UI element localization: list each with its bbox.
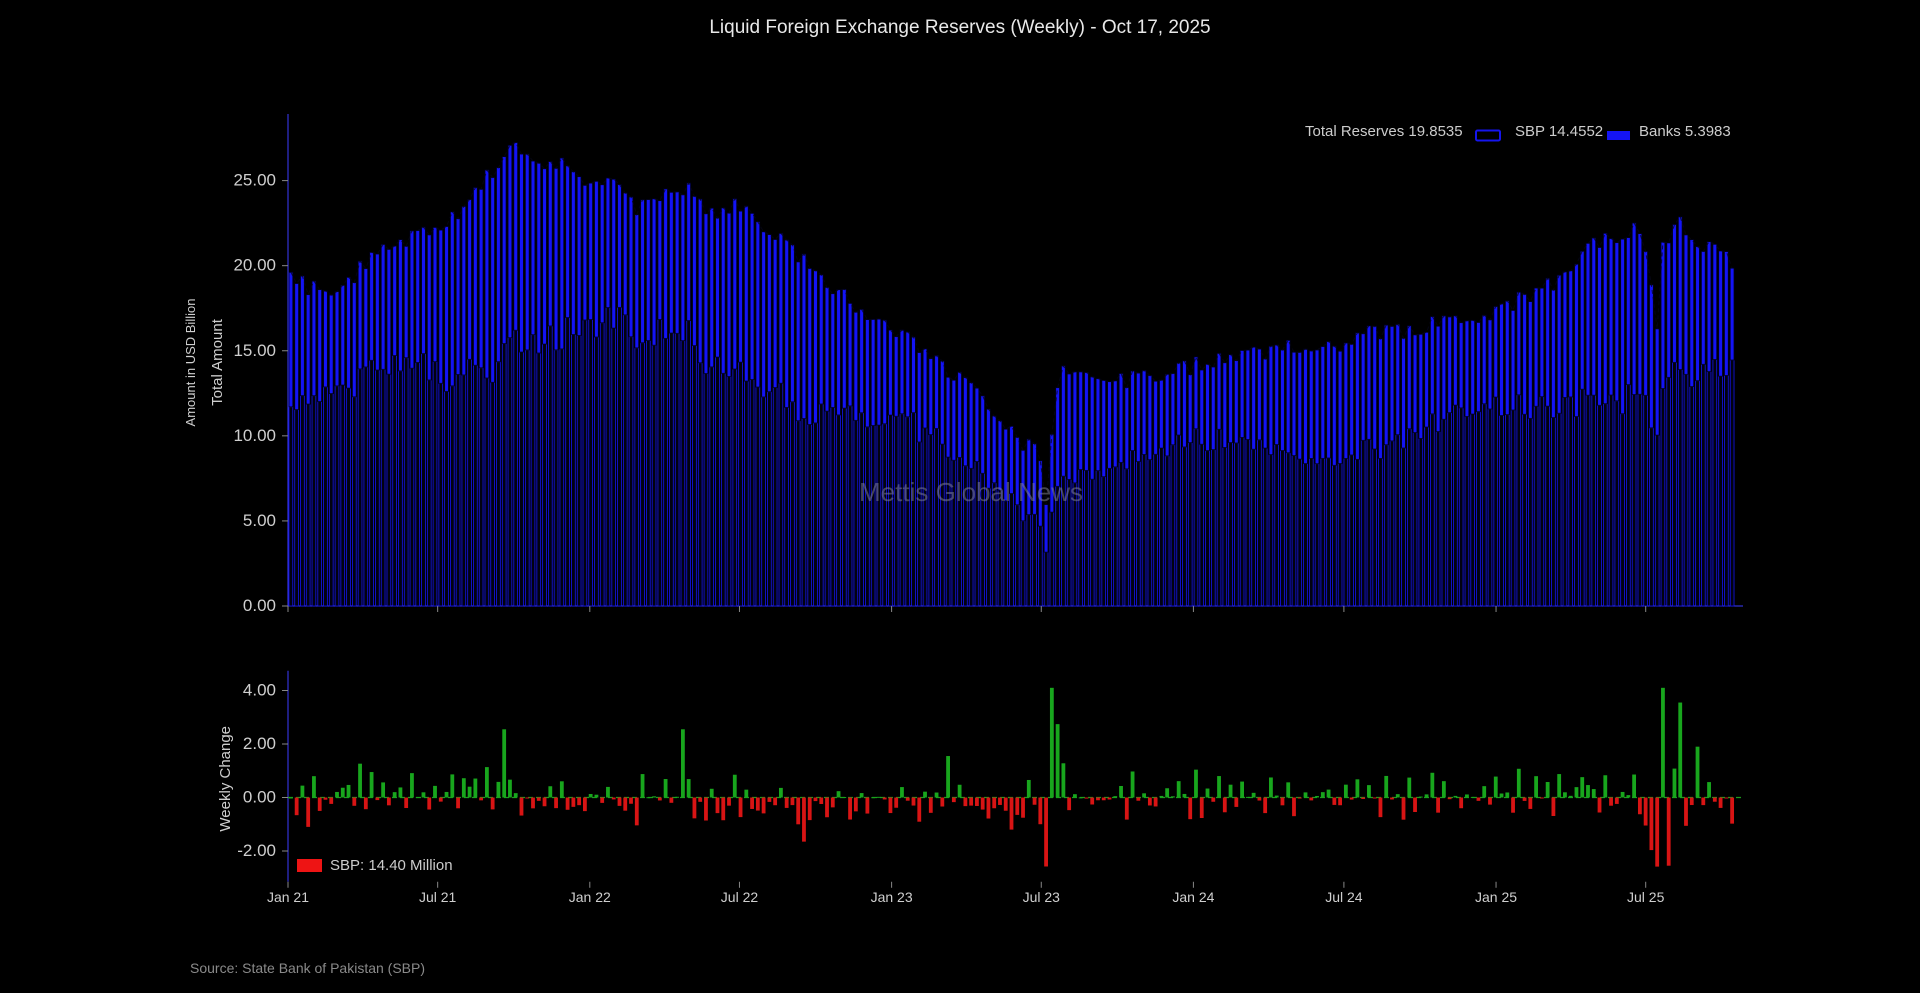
svg-text:Jan 25: Jan 25 [1475,889,1517,905]
svg-text:4.00: 4.00 [243,681,276,700]
svg-text:Amount in USD Billion: Amount in USD Billion [183,299,198,427]
svg-text:Jul 23: Jul 23 [1023,889,1061,905]
svg-text:Jan 23: Jan 23 [871,889,913,905]
svg-text:Jan 21: Jan 21 [267,889,309,905]
svg-text:0.00: 0.00 [243,596,276,615]
svg-text:Jul 21: Jul 21 [419,889,457,905]
svg-text:10.00: 10.00 [233,426,276,445]
svg-text:Jul 24: Jul 24 [1325,889,1363,905]
svg-text:Jan 22: Jan 22 [569,889,611,905]
svg-text:Banks 5.3983: Banks 5.3983 [1639,123,1731,140]
svg-text:Jul 25: Jul 25 [1627,889,1665,905]
svg-text:20.00: 20.00 [233,256,276,275]
svg-text:25.00: 25.00 [233,171,276,190]
svg-text:Total Amount: Total Amount [209,318,226,406]
svg-text:-2.00: -2.00 [237,841,276,860]
svg-text:SBP: 14.40 Million: SBP: 14.40 Million [330,857,453,874]
svg-text:Weekly Change: Weekly Change [217,726,234,832]
svg-text:Mettis Global News: Mettis Global News [859,477,1083,507]
svg-text:Jul 22: Jul 22 [721,889,759,905]
svg-text:0.00: 0.00 [243,788,276,807]
svg-text:Jan 24: Jan 24 [1172,889,1214,905]
svg-text:2.00: 2.00 [243,734,276,753]
svg-text:Total Reserves 19.8535: Total Reserves 19.8535 [1305,123,1463,140]
svg-text:Source: State Bank of Pakistan: Source: State Bank of Pakistan (SBP) [190,960,425,976]
svg-text:15.00: 15.00 [233,341,276,360]
svg-text:SBP 14.4552: SBP 14.4552 [1515,123,1603,140]
svg-text:5.00: 5.00 [243,511,276,530]
